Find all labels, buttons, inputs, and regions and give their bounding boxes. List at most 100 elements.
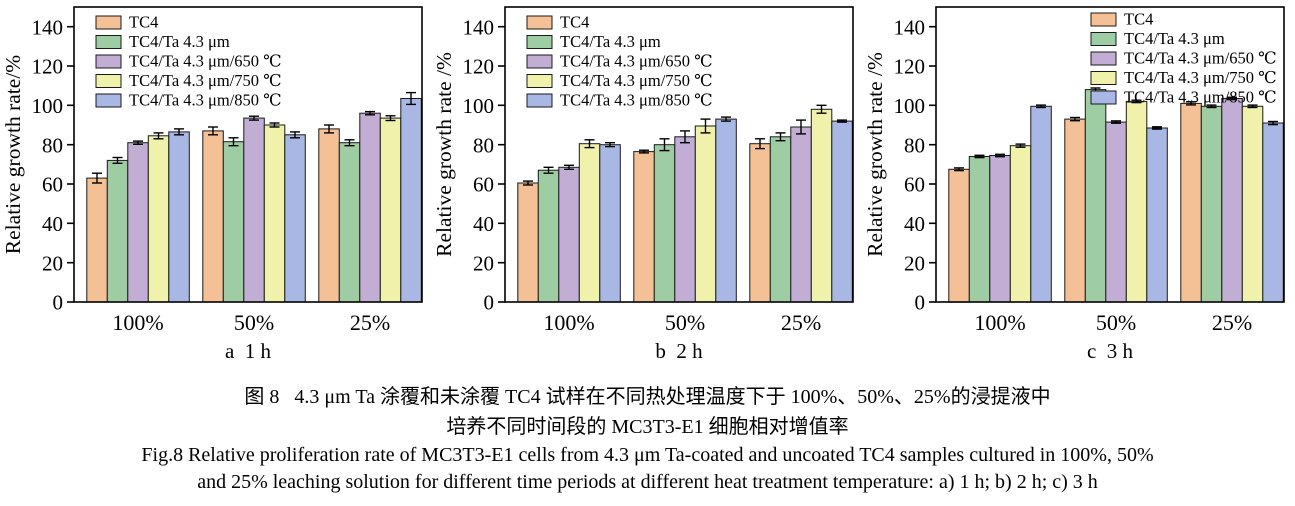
bar-chart: 0 20 40 60 80 100 120 140 Relative growth rate /… bbox=[432, 6, 854, 363]
error-bar bbox=[1186, 101, 1196, 106]
y-tick-label: 40 bbox=[904, 212, 925, 236]
subplot-label: a 1 h bbox=[225, 339, 272, 363]
bar-100%-s1 bbox=[968, 156, 991, 303]
bar-100%-s4 bbox=[599, 144, 621, 303]
bar-25%-s0 bbox=[318, 128, 340, 303]
legend-label: TC4/Ta 4.3 μm bbox=[1124, 29, 1225, 48]
y-tick-label: 80 bbox=[42, 133, 63, 157]
error-bar bbox=[365, 110, 375, 116]
chart-a-1h: 0 20 40 60 80 100 120 140 Relative growth rate/%… bbox=[0, 0, 431, 368]
error-bar bbox=[1206, 104, 1217, 109]
legend-label: TC4/Ta 4.3 μm/650 ℃ bbox=[129, 52, 282, 71]
bar-50%-s3 bbox=[1125, 100, 1148, 303]
bar-50%-s1 bbox=[222, 141, 245, 303]
error-bar bbox=[584, 139, 595, 149]
legend-swatch bbox=[1090, 32, 1117, 46]
legend-swatch bbox=[1090, 71, 1117, 85]
bar-25%-s1 bbox=[338, 142, 361, 303]
error-bar bbox=[954, 167, 964, 172]
legend-swatch bbox=[95, 54, 122, 69]
y-tick-label: 140 bbox=[894, 15, 926, 39]
error-bar bbox=[1131, 99, 1142, 104]
y-tick-label: 100 bbox=[32, 94, 64, 118]
error-bar bbox=[290, 131, 300, 139]
error-bar bbox=[564, 164, 574, 171]
legend-swatch bbox=[526, 54, 553, 69]
y-tick-label: 60 bbox=[904, 173, 925, 197]
legend-label: TC4/Ta 4.3 μm/850 ℃ bbox=[560, 91, 713, 110]
error-bar bbox=[1247, 104, 1258, 109]
error-bar bbox=[208, 126, 218, 136]
error-bar bbox=[269, 122, 280, 128]
error-bar bbox=[324, 124, 334, 134]
bar-100%-s2 bbox=[989, 155, 1011, 303]
axis-box bbox=[73, 6, 423, 303]
error-bar bbox=[1152, 126, 1162, 130]
legend-swatch bbox=[526, 93, 553, 108]
subplot-label: b 2 h bbox=[655, 339, 703, 363]
bar-50%-s4 bbox=[284, 134, 306, 303]
error-bar bbox=[1227, 96, 1237, 101]
bar-25%-s1 bbox=[769, 136, 792, 303]
bar-50%-s2 bbox=[243, 117, 265, 303]
bar-50%-s1 bbox=[1084, 89, 1107, 303]
error-bar bbox=[543, 166, 554, 174]
bar-25%-s2 bbox=[359, 112, 381, 303]
x-category-label: 100% bbox=[974, 310, 1025, 335]
error-bar bbox=[659, 138, 670, 152]
y-tick-label: 80 bbox=[473, 133, 494, 157]
x-category-label: 100% bbox=[112, 310, 163, 335]
y-tick-label: 20 bbox=[904, 251, 925, 275]
bar-100%-s2 bbox=[127, 142, 149, 303]
axis-box bbox=[935, 6, 1285, 303]
y-tick-label: 40 bbox=[473, 212, 494, 236]
caption-zh-line2: 培养不同时间段的 MC3T3-E1 细胞相对增值率 bbox=[446, 416, 849, 438]
y-tick-label: 140 bbox=[32, 15, 64, 39]
error-bar bbox=[721, 116, 731, 122]
bar-25%-s0 bbox=[749, 143, 771, 303]
legend-swatch bbox=[95, 35, 122, 49]
bar-100%-s2 bbox=[558, 166, 580, 303]
legend-label: TC4 bbox=[129, 13, 158, 32]
error-bar bbox=[523, 180, 533, 186]
y-tick-label: 0 bbox=[484, 291, 495, 315]
error-bar bbox=[1268, 120, 1278, 126]
bar-100%-s4 bbox=[168, 131, 190, 303]
bar-50%-s0 bbox=[633, 151, 655, 303]
y-tick-label: 120 bbox=[894, 55, 926, 79]
legend-swatch bbox=[1090, 12, 1117, 27]
subplot-label: c 3 h bbox=[1087, 339, 1134, 363]
bar-25%-s3 bbox=[810, 108, 833, 303]
legend-label: TC4/Ta 4.3 μm/750 ℃ bbox=[560, 71, 713, 90]
legend-swatch bbox=[95, 15, 122, 30]
bar-25%-s3 bbox=[379, 117, 402, 303]
x-category-label: 25% bbox=[1212, 310, 1252, 335]
caption-zh-line1: 图 8 4.3 μm Ta 涂覆和未涂覆 TC4 试样在不同热处理温度下于 10… bbox=[244, 386, 1051, 408]
error-bar bbox=[605, 141, 615, 148]
legend-label: TC4/Ta 4.3 μm/650 ℃ bbox=[560, 52, 713, 71]
y-axis-label: Relative growth rate /% bbox=[863, 52, 887, 257]
bar-100%-s0 bbox=[517, 182, 539, 303]
legend-label: TC4 bbox=[1124, 10, 1153, 29]
error-bar bbox=[700, 118, 711, 134]
y-axis-label: Relative growth rate/% bbox=[1, 55, 25, 254]
error-bar bbox=[406, 91, 416, 106]
bar-100%-s1 bbox=[106, 159, 129, 303]
bar-50%-s3 bbox=[263, 124, 286, 303]
legend-swatch bbox=[526, 35, 553, 49]
y-tick-label: 60 bbox=[42, 173, 63, 197]
chart-c-3h: 0 20 40 60 80 100 120 140 Relative growth rate /… bbox=[862, 0, 1293, 368]
x-category-label: 50% bbox=[1096, 310, 1136, 335]
y-tick-label: 20 bbox=[42, 251, 63, 275]
legend-label: TC4/Ta 4.3 μm/750 ℃ bbox=[129, 71, 282, 90]
error-bar bbox=[1036, 104, 1046, 109]
error-bar bbox=[995, 153, 1005, 158]
bar-50%-s4 bbox=[715, 118, 737, 303]
error-bar bbox=[133, 140, 143, 146]
legend-label: TC4/Ta 4.3 μm bbox=[129, 32, 230, 51]
error-bar bbox=[837, 119, 847, 123]
bar-50%-s1 bbox=[653, 144, 676, 303]
